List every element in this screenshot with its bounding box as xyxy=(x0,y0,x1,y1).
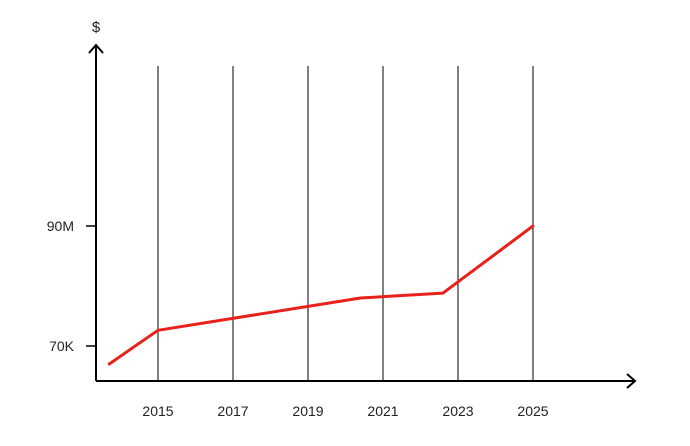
y-ticks: 70K 90M xyxy=(47,218,96,354)
x-tick-labels: 2015 2017 2019 2021 2023 2025 xyxy=(142,403,548,419)
x-tick-label: 2023 xyxy=(442,403,473,419)
x-tick-label: 2021 xyxy=(367,403,398,419)
y-tick-label: 70K xyxy=(49,338,75,354)
data-series xyxy=(107,224,535,366)
vertical-grid-lines xyxy=(157,66,534,381)
x-axis-arrow xyxy=(626,373,637,389)
x-tick-label: 2019 xyxy=(292,403,323,419)
x-tick-label: 2025 xyxy=(517,403,548,419)
y-axis-unit-label: $ xyxy=(92,19,101,36)
y-tick-label: 90M xyxy=(47,218,74,234)
y-axis-arrow xyxy=(88,43,104,54)
x-tick-label: 2015 xyxy=(142,403,173,419)
series-line xyxy=(107,224,535,366)
x-tick-label: 2017 xyxy=(217,403,248,419)
axes xyxy=(88,43,637,389)
